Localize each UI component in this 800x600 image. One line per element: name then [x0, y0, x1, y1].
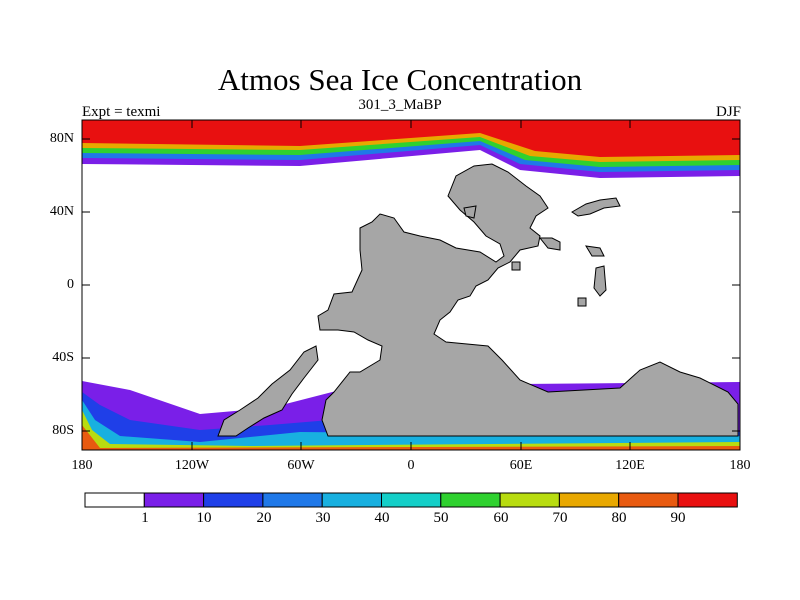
- colorbar-label-80: 80: [611, 510, 627, 526]
- x-tick-label-180w: 180: [71, 458, 93, 473]
- colorbar-label-30: 30: [315, 510, 331, 526]
- y-tick-label-80s: 80S: [52, 423, 74, 438]
- colorbar-box-8: [558, 492, 620, 508]
- map-subtitle: 301_3_MaBP: [358, 97, 442, 113]
- colorbar-box-4: [321, 492, 383, 508]
- colorbar-label-70: 70: [552, 510, 568, 526]
- x-tick-label-120w: 120W: [174, 458, 210, 473]
- map-title: Atmos Sea Ice Concentration: [217, 62, 583, 97]
- colorbar-label-40: 40: [374, 510, 390, 526]
- colorbar-box-7: [499, 492, 560, 508]
- land-masses: [217, 163, 739, 437]
- colorbar-box-5: [381, 492, 442, 508]
- y-tick-label-40n: 40N: [49, 204, 74, 219]
- colorbar-box-3: [262, 492, 323, 508]
- colorbar-box-10: [677, 492, 738, 508]
- x-tick-label-60e: 60E: [509, 458, 533, 473]
- colorbar-box-6: [440, 492, 501, 508]
- colorbar-box-1: [143, 492, 205, 508]
- colorbar-label-90: 90: [670, 510, 686, 526]
- colorbar-box-9: [618, 492, 679, 508]
- colorbar-label-20: 20: [256, 510, 272, 526]
- y-tick-label-0: 0: [67, 277, 74, 292]
- x-tick-label-180e: 180: [729, 458, 751, 473]
- arctic-ice: [82, 120, 740, 178]
- y-tick-label-80n: 80N: [49, 131, 74, 146]
- tick-marks: [81, 120, 741, 450]
- colorbar-label-1: 1: [141, 510, 149, 526]
- season-label: DJF: [715, 104, 741, 120]
- colorbar-box-0: [84, 492, 145, 508]
- y-tick-label-40s: 40S: [52, 350, 74, 365]
- colorbar-box-2: [203, 492, 264, 508]
- colorbar-label-10: 10: [196, 510, 212, 526]
- x-tick-label-0: 0: [407, 458, 415, 473]
- colorbar-label-60: 60: [493, 510, 509, 526]
- x-tick-label-120e: 120E: [615, 458, 645, 473]
- colorbar-label-50: 50: [433, 510, 449, 526]
- colorbar: [84, 492, 738, 508]
- x-tick-label-60w: 60W: [287, 458, 315, 473]
- experiment-label: Expt = texmi: [82, 104, 161, 120]
